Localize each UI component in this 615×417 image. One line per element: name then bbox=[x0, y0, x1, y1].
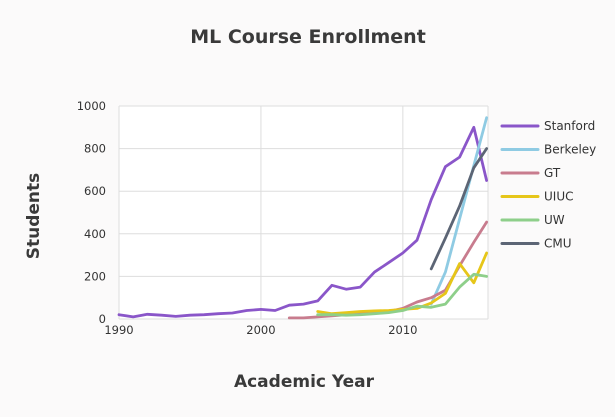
series-line-stanford bbox=[117, 125, 489, 319]
legend-label-gt: GT bbox=[544, 166, 561, 180]
series-lines bbox=[117, 116, 489, 320]
series-line-berkeley bbox=[429, 116, 489, 306]
legend-label-uw: UW bbox=[544, 213, 565, 227]
x-axis-label: Academic Year bbox=[234, 372, 375, 392]
chart-title: ML Course Enrollment bbox=[190, 26, 426, 48]
y-tick-label: 400 bbox=[84, 227, 106, 241]
legend-label-cmu: CMU bbox=[544, 237, 572, 251]
x-tick-label: 1990 bbox=[104, 323, 133, 337]
x-tick-label: 2010 bbox=[388, 323, 417, 337]
legend-label-stanford: Stanford bbox=[544, 119, 595, 133]
y-tick-label: 1000 bbox=[77, 99, 106, 113]
legend: Stanford Berkeley GT UIUC UW CMU bbox=[500, 119, 596, 251]
series-line-cmu bbox=[429, 147, 489, 271]
y-tick-label: 200 bbox=[84, 269, 106, 283]
grid-lines bbox=[118, 105, 489, 320]
x-tick-label: 2000 bbox=[246, 323, 275, 337]
y-axis-label: Students bbox=[24, 173, 44, 260]
y-tick-label: 800 bbox=[84, 142, 106, 156]
y-tick-label: 0 bbox=[99, 312, 106, 326]
legend-label-uiuc: UIUC bbox=[544, 190, 573, 204]
series-line-uw bbox=[316, 272, 489, 317]
y-tick-label: 600 bbox=[84, 184, 106, 198]
tick-labels: 0 200 400 600 800 1000 1990 2000 2010 bbox=[77, 99, 418, 337]
plot-area: 0 200 400 600 800 1000 1990 2000 2010 bbox=[77, 99, 489, 337]
legend-label-berkeley: Berkeley bbox=[544, 143, 596, 157]
plot-background bbox=[119, 106, 488, 319]
